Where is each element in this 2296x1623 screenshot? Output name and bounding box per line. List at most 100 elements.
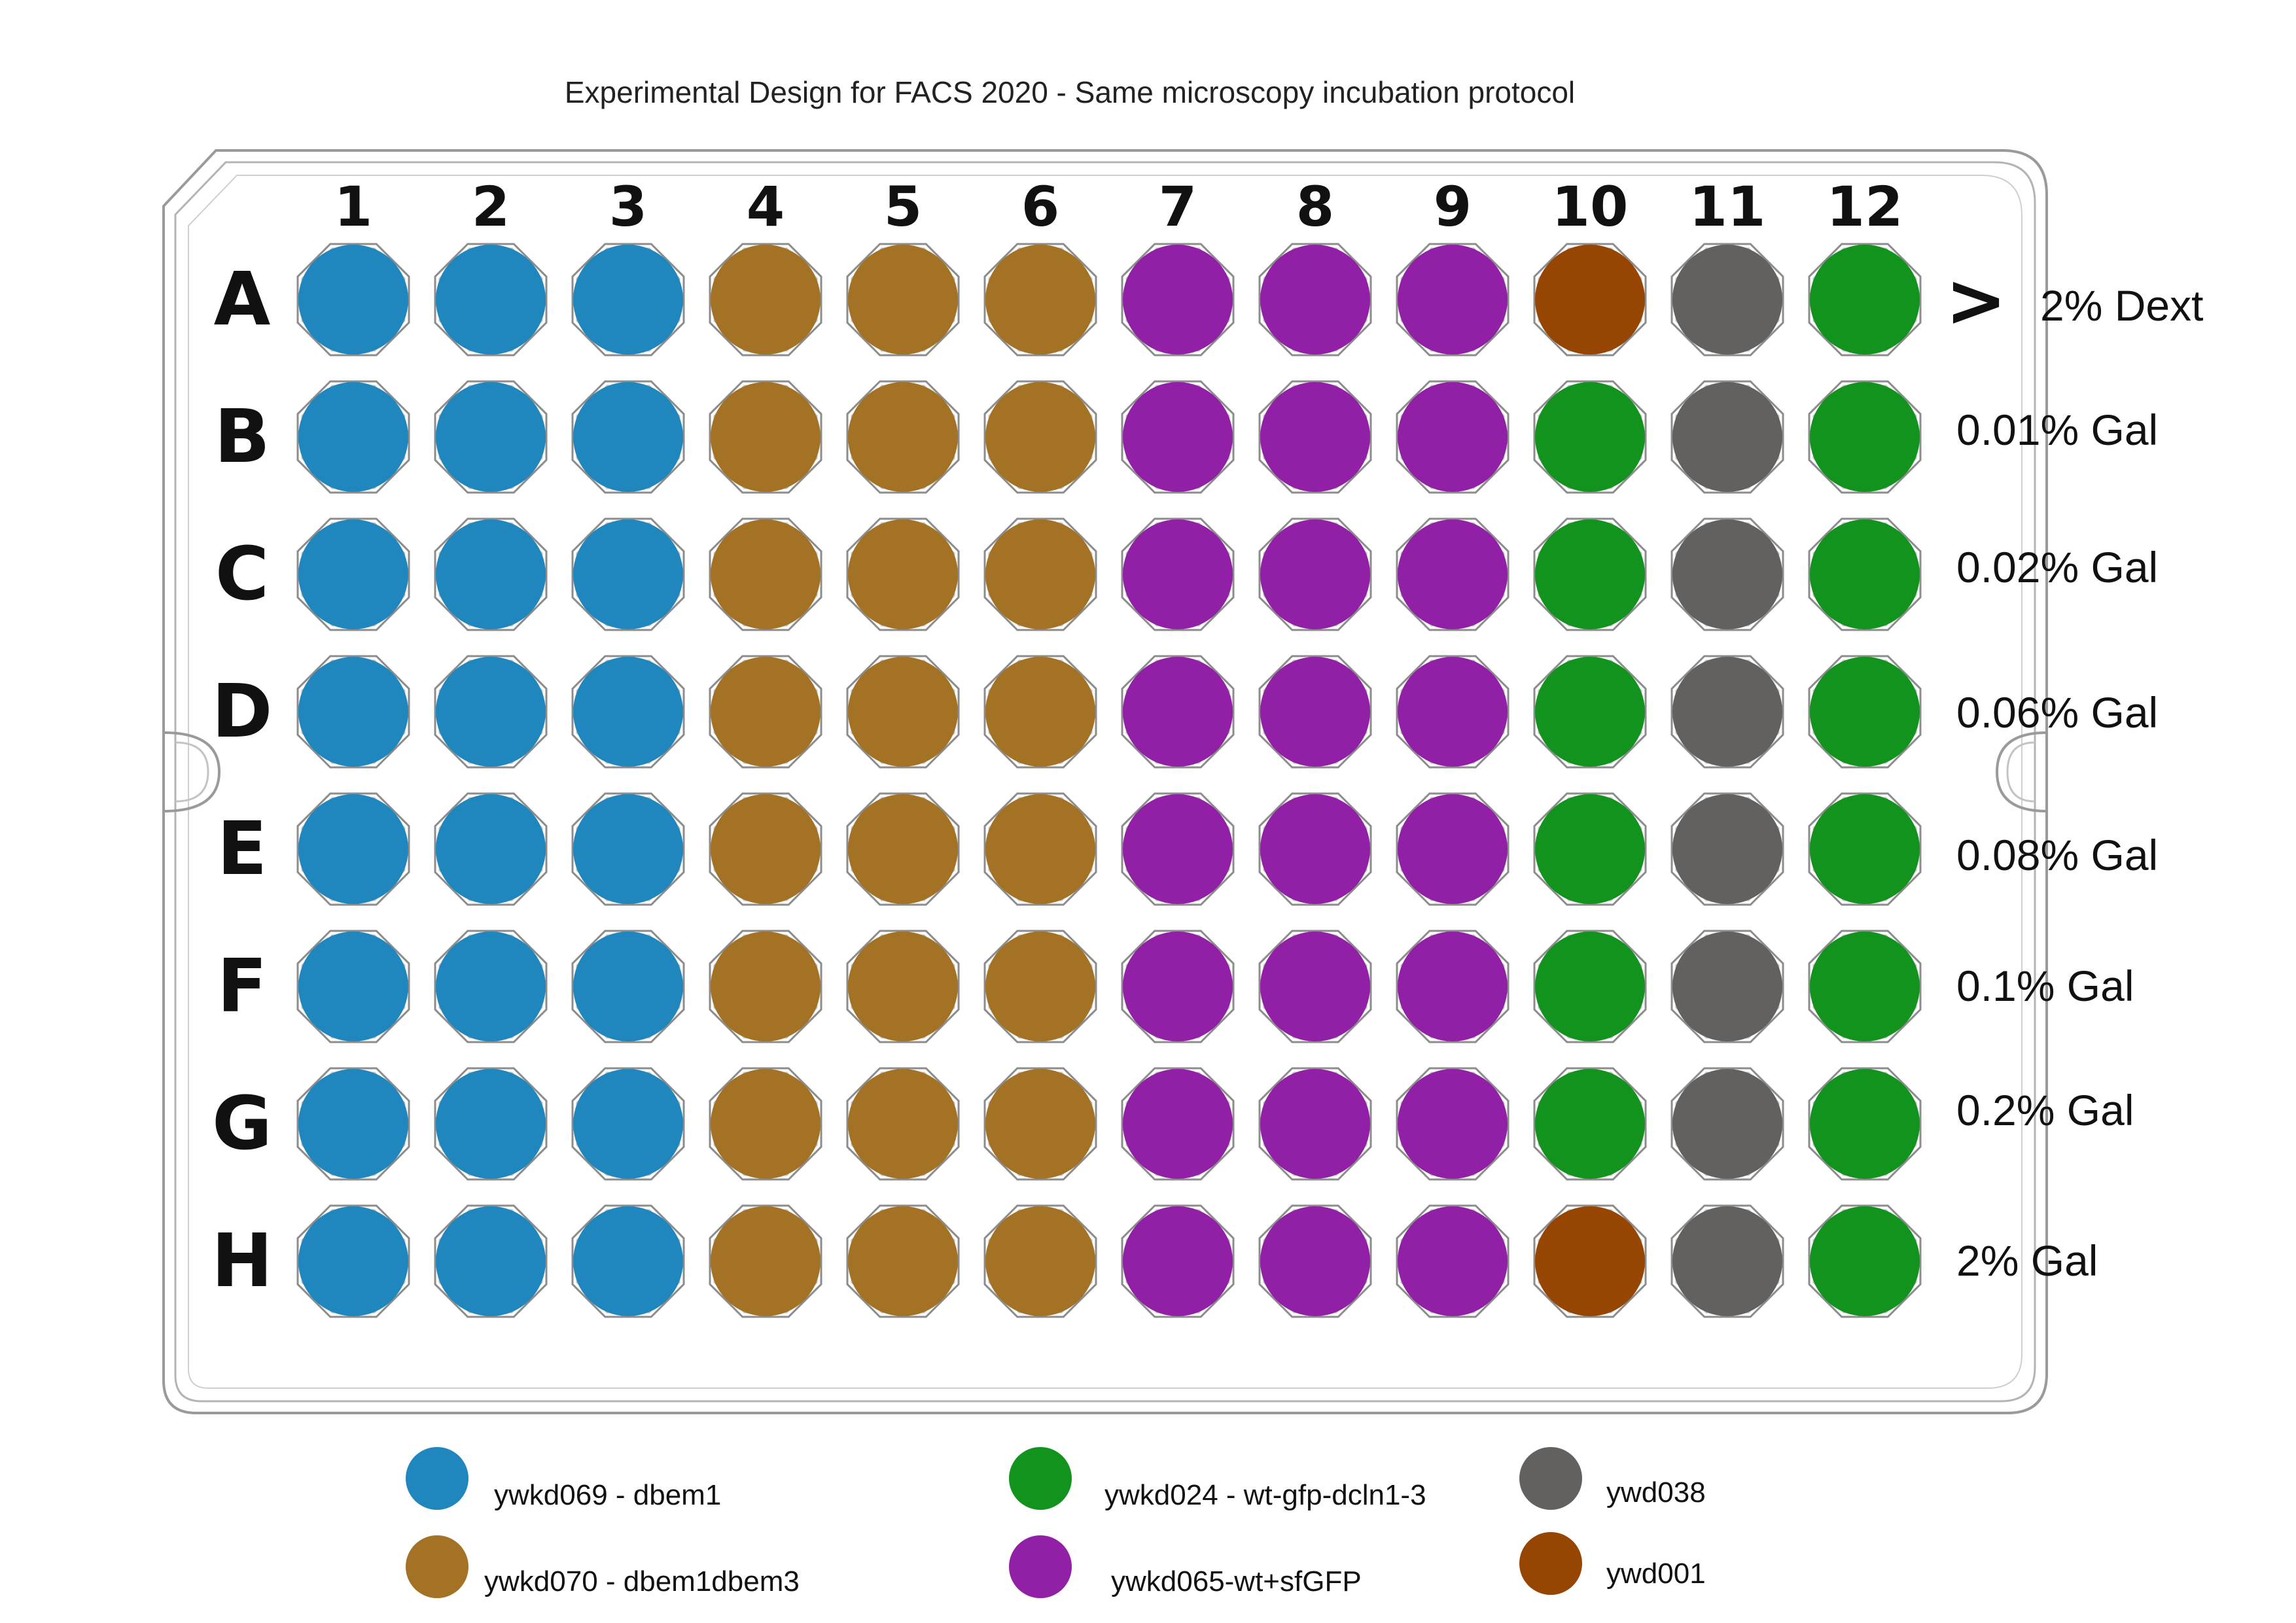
- legend-swatch: [406, 1447, 468, 1510]
- well-rim: [1258, 243, 1372, 357]
- well-D10: [1535, 657, 1645, 767]
- well-A7: [1123, 245, 1233, 355]
- well-rim: [846, 243, 960, 357]
- well-F1: [298, 932, 408, 1041]
- well-rim: [1121, 1204, 1235, 1318]
- well-B7: [1123, 382, 1233, 492]
- condition-label: 0.1% Gal: [1956, 962, 2134, 1010]
- well-rim: [1396, 380, 1510, 494]
- well-D7: [1123, 657, 1233, 767]
- well-rim: [1670, 243, 1784, 357]
- well-rim: [1258, 1204, 1372, 1318]
- well-rim: [709, 517, 822, 631]
- legend-item: ywkd065-wt+sfGFP: [1009, 1535, 1362, 1598]
- well-rim: [1258, 930, 1372, 1043]
- column-number: 9: [1434, 175, 1472, 239]
- well-A4: [711, 245, 821, 355]
- well-C4: [711, 519, 821, 629]
- well-D11: [1672, 657, 1782, 767]
- well-B4: [711, 382, 821, 492]
- well-rim: [571, 380, 685, 494]
- well-rim: [1121, 380, 1235, 494]
- well-rim: [296, 1067, 410, 1181]
- diagram-title: Experimental Design for FACS 2020 - Same…: [565, 75, 1575, 109]
- well-rim: [296, 517, 410, 631]
- well-rim: [571, 655, 685, 769]
- well-rim: [1808, 1067, 1922, 1181]
- well-H2: [436, 1206, 546, 1316]
- condition-label: 0.01% Gal: [1956, 406, 2158, 454]
- well-rim: [709, 655, 822, 769]
- legend-label: ywkd069 - dbem1: [494, 1479, 721, 1511]
- well-rim: [1258, 1067, 1372, 1181]
- column-number: 4: [747, 175, 785, 239]
- well-H5: [848, 1206, 958, 1316]
- row-letter: G: [212, 1081, 272, 1166]
- well-B10: [1535, 382, 1645, 492]
- well-G5: [848, 1069, 958, 1179]
- well-F4: [711, 932, 821, 1041]
- well-rim: [1670, 517, 1784, 631]
- legend-label: ywd038: [1606, 1476, 1706, 1509]
- well-E12: [1810, 794, 1920, 904]
- well-rim: [1533, 517, 1647, 631]
- well-rim: [571, 930, 685, 1043]
- legend-swatch: [406, 1535, 468, 1598]
- well-G4: [711, 1069, 821, 1179]
- well-C8: [1260, 519, 1370, 629]
- well-rim: [983, 792, 1097, 906]
- legend-swatch: [1519, 1447, 1582, 1510]
- well-A8: [1260, 245, 1370, 355]
- well-C10: [1535, 519, 1645, 629]
- well-G12: [1810, 1069, 1920, 1179]
- well-rim: [846, 517, 960, 631]
- well-rim: [1670, 930, 1784, 1043]
- well-rim: [709, 1204, 822, 1318]
- well-rim: [296, 380, 410, 494]
- well-H10: [1535, 1206, 1645, 1316]
- well-H3: [573, 1206, 683, 1316]
- well-A9: [1398, 245, 1508, 355]
- well-rim: [1533, 1067, 1647, 1181]
- legend-label: ywkd065-wt+sfGFP: [1111, 1565, 1362, 1597]
- well-rim: [1808, 517, 1922, 631]
- well-rim: [846, 930, 960, 1043]
- well-rim: [1396, 1204, 1510, 1318]
- well-C9: [1398, 519, 1508, 629]
- well-rim: [1121, 792, 1235, 906]
- column-number: 7: [1159, 175, 1197, 239]
- well-rim: [1670, 1067, 1784, 1181]
- well-rim: [571, 517, 685, 631]
- condition-label: 0.02% Gal: [1956, 543, 2158, 591]
- column-number: 5: [884, 175, 922, 239]
- well-C3: [573, 519, 683, 629]
- well-H4: [711, 1206, 821, 1316]
- well-rim: [1396, 792, 1510, 906]
- well-A3: [573, 245, 683, 355]
- condition-label: 2% Gal: [1956, 1236, 2098, 1285]
- well-H7: [1123, 1206, 1233, 1316]
- well-B1: [298, 382, 408, 492]
- column-number: 6: [1021, 175, 1059, 239]
- well-rim: [1121, 1067, 1235, 1181]
- well-A6: [985, 245, 1095, 355]
- well-rim: [296, 792, 410, 906]
- well-E3: [573, 794, 683, 904]
- well-rim: [1533, 930, 1647, 1043]
- well-D5: [848, 657, 958, 767]
- well-rim: [1258, 655, 1372, 769]
- well-B8: [1260, 382, 1370, 492]
- well-E9: [1398, 794, 1508, 904]
- well-rim: [1533, 243, 1647, 357]
- well-rim: [1533, 792, 1647, 906]
- well-B12: [1810, 382, 1920, 492]
- well-E2: [436, 794, 546, 904]
- well-E6: [985, 794, 1095, 904]
- well-rim: [846, 1067, 960, 1181]
- condition-label: 2% Dext: [2040, 281, 2203, 330]
- column-number: 2: [472, 175, 510, 239]
- well-H11: [1672, 1206, 1782, 1316]
- well-E1: [298, 794, 408, 904]
- column-number: 10: [1552, 175, 1629, 239]
- well-D1: [298, 657, 408, 767]
